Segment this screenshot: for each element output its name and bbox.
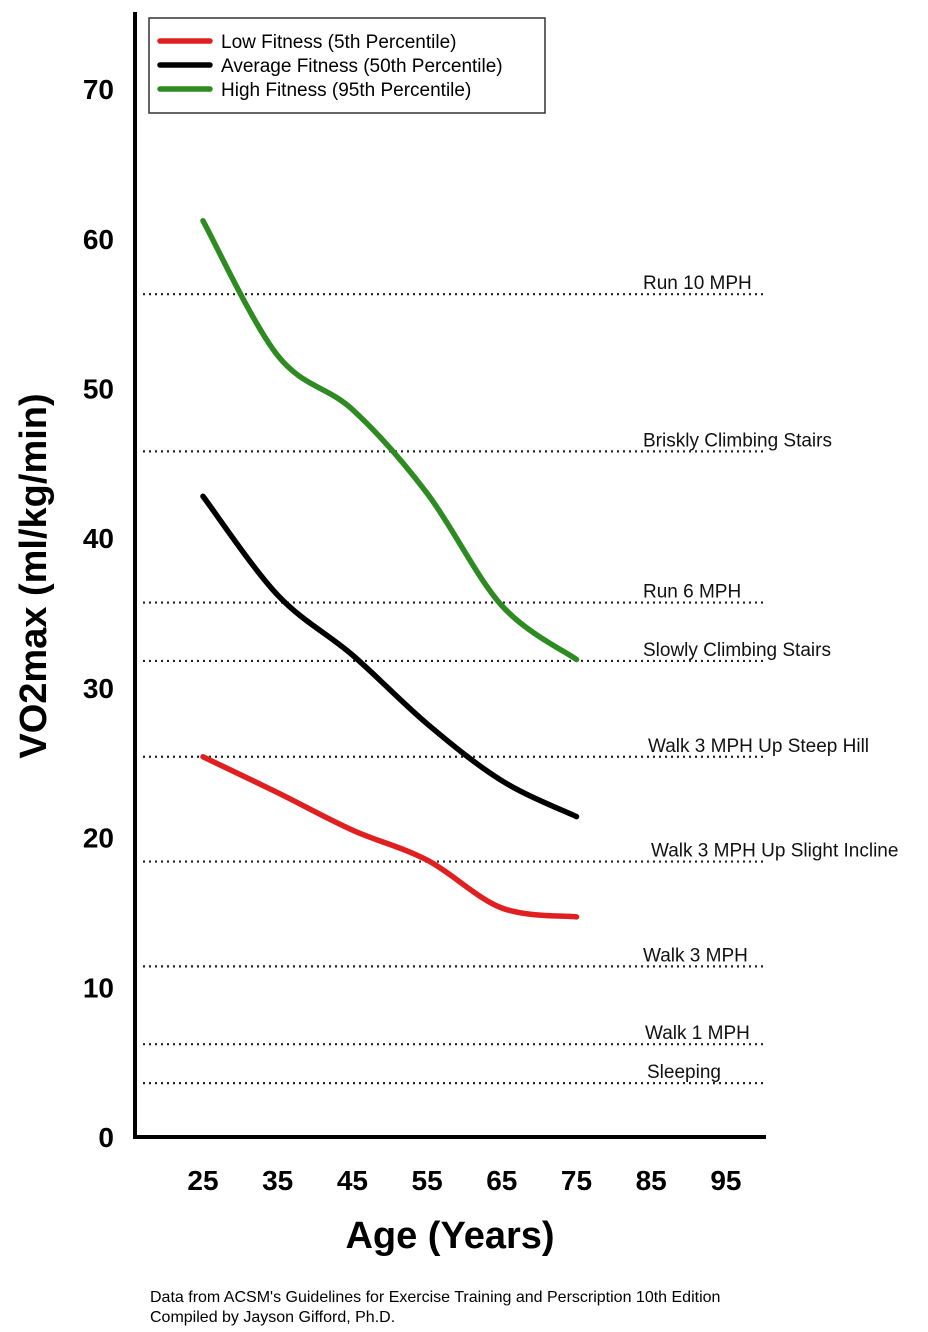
reference-lines: Run 10 MPH Briskly Climbing Stairs Run 6 M… — [143, 273, 898, 1085]
x-tick-label: 95 — [710, 1165, 741, 1196]
legend-entry-label: Average Fitness (50th Percentile) — [221, 56, 503, 77]
y-tick-label: 0 — [98, 1122, 114, 1153]
axes — [133, 12, 766, 1139]
x-tick-label: 55 — [412, 1165, 443, 1196]
x-tick-label: 25 — [187, 1165, 218, 1196]
legend-box — [148, 17, 546, 114]
reference-line-label: Run 10 MPH — [643, 273, 752, 294]
reference-line-label: Walk 1 MPH — [645, 1023, 750, 1044]
x-tick-label: 85 — [636, 1165, 667, 1196]
y-tick-label: 40 — [83, 523, 114, 554]
legend-entry-label: High Fitness (95th Percentile) — [221, 80, 471, 101]
credit-line-1: Data from ACSM's Guidelines for Exercise… — [150, 1289, 721, 1306]
y-axis-title: VO2max (ml/kg/min) — [13, 393, 55, 758]
reference-line-label: Walk 3 MPH — [643, 945, 748, 966]
low-fitness-line — [200, 754, 580, 920]
series-lines — [200, 218, 580, 920]
reference-line-label: Sleeping — [647, 1062, 721, 1083]
x-axis-title: Age (Years) — [345, 1215, 554, 1257]
y-tick-label: 10 — [83, 972, 114, 1003]
y-tick-label: 50 — [83, 374, 114, 405]
x-tick-label: 65 — [486, 1165, 517, 1196]
average-fitness-line — [200, 493, 580, 820]
x-tick-label: 75 — [561, 1165, 592, 1196]
y-tick-labels: 0 10 20 30 40 50 60 70 — [83, 74, 114, 1153]
y-tick-label: 70 — [83, 74, 114, 105]
reference-line-label: Walk 3 MPH Up Slight Incline — [651, 841, 898, 862]
credit-line-2: Compiled by Jayson Gifford, Ph.D. — [150, 1309, 396, 1326]
vo2max-chart: Run 10 MPH Briskly Climbing Stairs Run 6 M… — [13, 12, 898, 1257]
y-tick-label: 30 — [83, 673, 114, 704]
y-tick-label: 20 — [83, 823, 114, 854]
x-tick-labels: 25 35 45 55 65 75 85 95 — [187, 1165, 741, 1196]
reference-line-label: Briskly Climbing Stairs — [643, 430, 832, 451]
high-fitness-line — [200, 218, 580, 663]
x-tick-label: 45 — [337, 1165, 368, 1196]
x-tick-label: 35 — [262, 1165, 293, 1196]
legend-entry-label: Low Fitness (5th Percentile) — [221, 32, 457, 53]
reference-line-label: Walk 3 MPH Up Steep Hill — [648, 736, 869, 757]
legend: Low Fitness (5th Percentile) Average Fitn… — [148, 17, 546, 114]
reference-line-label: Run 6 MPH — [643, 582, 741, 603]
reference-line-label: Slowly Climbing Stairs — [643, 640, 831, 661]
y-tick-label: 60 — [83, 224, 114, 255]
